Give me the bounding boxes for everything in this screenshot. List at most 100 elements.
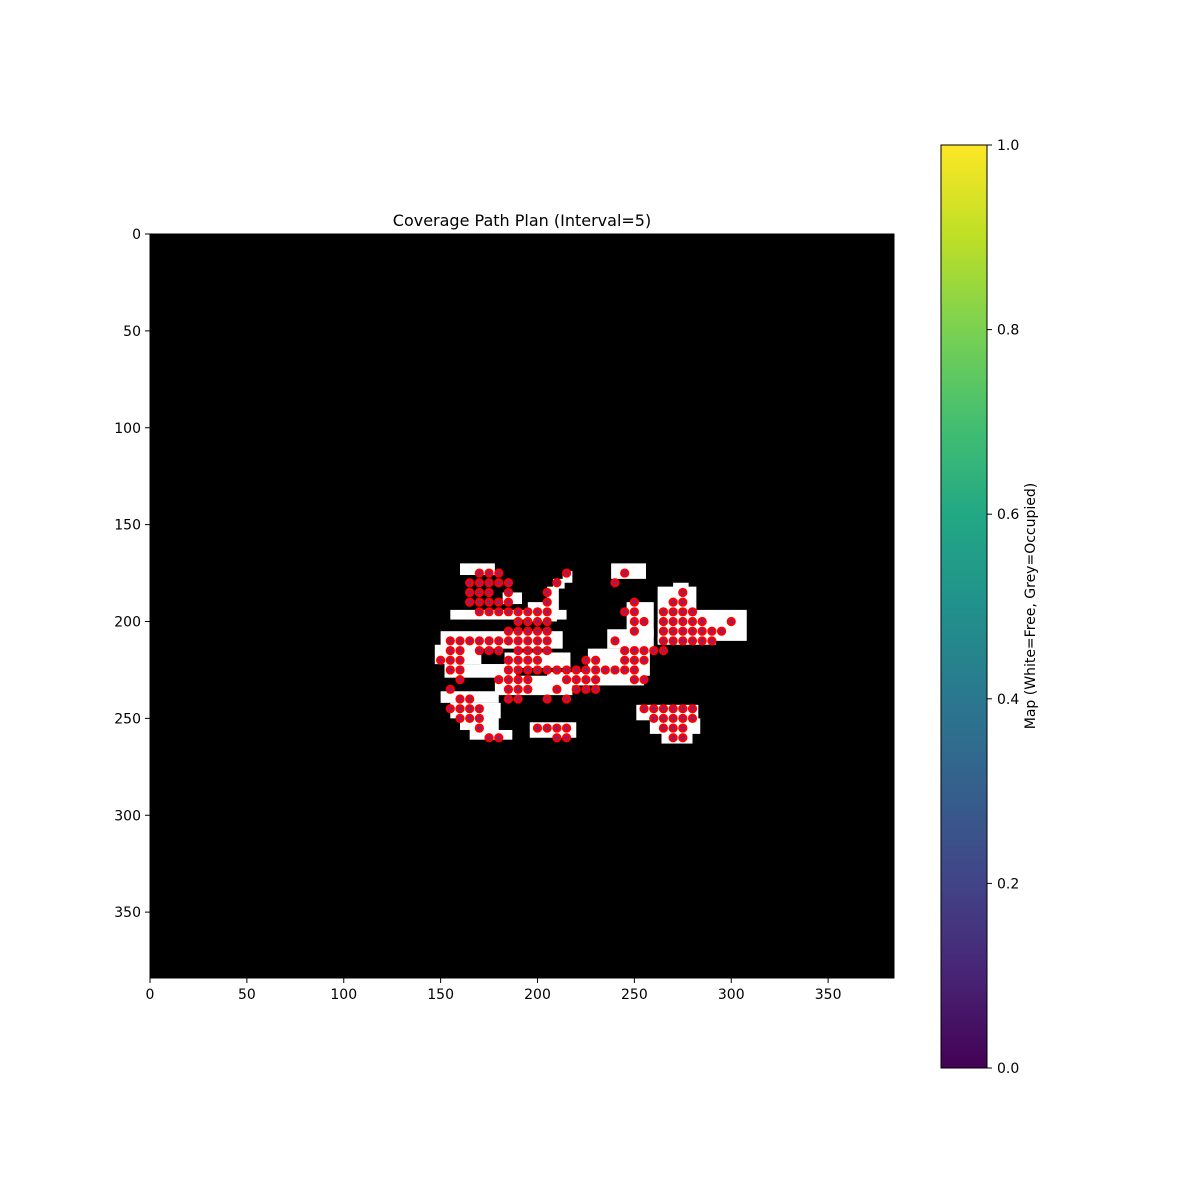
coverage-point-center [564, 570, 569, 576]
coverage-point-center [506, 696, 511, 702]
coverage-point-center [515, 609, 521, 615]
coverage-point-center [544, 599, 550, 605]
coverage-point-center [690, 609, 695, 615]
coverage-point-center [661, 648, 666, 653]
coverage-point-center [661, 619, 666, 624]
coverage-point-center [583, 677, 589, 682]
coverage-point-center [515, 696, 521, 702]
coverage-point-center [525, 619, 531, 624]
coverage-point-center [661, 716, 666, 721]
colorbar-gradient [940, 144, 988, 1069]
coverage-point-center [564, 725, 569, 731]
coverage-point-center [477, 590, 482, 595]
y-tick-label: 350 [114, 905, 141, 921]
coverage-point-center [477, 725, 482, 731]
coverage-point-center [690, 628, 695, 634]
coverage-point-center [457, 677, 463, 682]
coverage-point-center [448, 706, 453, 711]
coverage-point-center [496, 735, 501, 740]
coverage-point-center [680, 599, 686, 605]
coverage-point-center [486, 609, 492, 615]
coverage-point-center [661, 609, 666, 615]
coverage-point-center [535, 619, 540, 624]
coverage-point-center [690, 716, 695, 721]
coverage-point-center [525, 638, 531, 644]
coverage-point-center [651, 648, 656, 653]
coverage-point-center [593, 687, 598, 692]
coverage-point-center [612, 667, 618, 673]
coverage-point-center [583, 658, 589, 663]
coverage-point-center [680, 638, 686, 644]
coverage-point-center [554, 687, 560, 692]
coverage-point-center [632, 599, 637, 605]
coverage-point-center [670, 725, 676, 731]
coverage-point-center [699, 619, 705, 624]
coverage-point-center [457, 696, 463, 702]
coverage-point-center [506, 580, 511, 585]
y-tick-label: 100 [114, 421, 141, 437]
coverage-point-center [574, 687, 579, 692]
coverage-point-center [467, 638, 472, 644]
free-space-cell [479, 664, 515, 676]
coverage-point-center [670, 638, 676, 644]
x-tick-label: 250 [621, 987, 648, 1003]
coverage-point-center [506, 667, 511, 673]
coverage-point-center [661, 706, 666, 711]
coverage-point-center [574, 677, 579, 682]
coverage-point-center [583, 667, 589, 673]
coverage-point-center [477, 609, 482, 615]
colorbar-tick-label: 0.8 [997, 323, 1019, 339]
coverage-point-center [632, 619, 637, 624]
coverage-point-center [515, 648, 521, 653]
colorbar-tick-label: 0.6 [997, 507, 1019, 523]
coverage-point-center [670, 609, 676, 615]
coverage-point-center [448, 667, 453, 673]
y-tick-label: 300 [114, 808, 141, 824]
coverage-point-center [690, 619, 695, 624]
coverage-point-center [486, 735, 492, 740]
coverage-point-center [544, 696, 550, 702]
coverage-point-center [564, 677, 569, 682]
coverage-point-center [593, 677, 598, 682]
coverage-point-center [670, 619, 676, 624]
x-tick-label: 350 [815, 987, 842, 1003]
coverage-point-center [564, 735, 569, 740]
coverage-point-center [612, 580, 618, 585]
coverage-points-layer [436, 568, 736, 743]
coverage-point-center [651, 706, 656, 711]
coverage-point-center [690, 638, 695, 644]
free-space-cell [527, 602, 557, 622]
coverage-point-center [632, 628, 637, 634]
coverage-point-center [506, 658, 511, 663]
coverage-point-center [719, 628, 724, 634]
coverage-point-center [690, 706, 695, 711]
coverage-point-center [506, 609, 511, 615]
coverage-point-center [486, 580, 492, 585]
coverage-point-center [670, 716, 676, 721]
coverage-point-center [535, 648, 540, 653]
free-space-cell [607, 629, 654, 649]
coverage-point-center [535, 638, 540, 644]
y-tick-label: 50 [123, 324, 141, 340]
coverage-point-center [709, 628, 715, 634]
coverage-point-center [622, 667, 627, 673]
coverage-point-center [544, 648, 550, 653]
coverage-point-center [486, 638, 492, 644]
coverage-point-center [651, 716, 656, 721]
coverage-point-center [574, 667, 579, 673]
coverage-point-center [641, 619, 647, 624]
coverage-point-center [496, 570, 501, 576]
coverage-point-center [467, 590, 472, 595]
colorbar-tick-label: 1.0 [997, 138, 1019, 154]
coverage-point-center [467, 580, 472, 585]
coverage-point-center [525, 628, 531, 634]
coverage-point-center [680, 735, 686, 740]
coverage-point-center [515, 638, 521, 644]
coverage-point-center [525, 609, 531, 615]
coverage-point-center [515, 677, 521, 682]
coverage-point-center [467, 599, 472, 605]
coverage-point-center [486, 599, 492, 605]
coverage-point-center [457, 648, 463, 653]
coverage-point-center [622, 648, 627, 653]
